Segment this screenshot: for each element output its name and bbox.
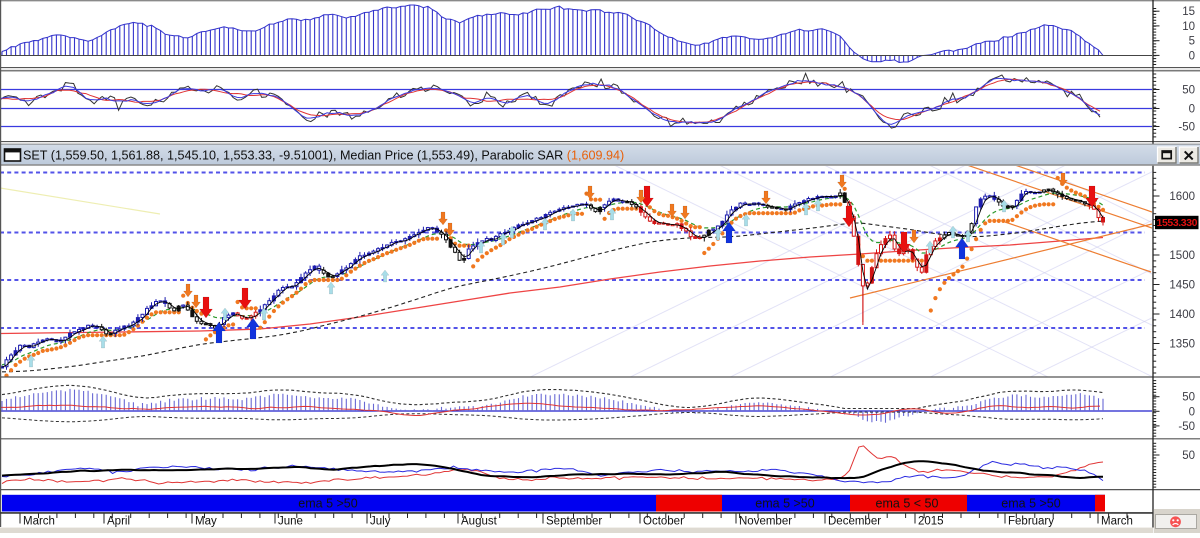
svg-text:ema 5 >50: ema 5 >50 <box>755 497 814 511</box>
svg-text:May: May <box>195 516 217 528</box>
svg-text:February: February <box>1008 516 1054 528</box>
svg-text:1553.330: 1553.330 <box>1157 217 1198 229</box>
svg-text:June: June <box>278 516 303 528</box>
svg-text:0: 0 <box>1189 50 1195 62</box>
svg-text:SET (1,559.50, 1,561.88, 1,545: SET (1,559.50, 1,561.88, 1,545.10, 1,553… <box>23 149 624 163</box>
svg-text:1450: 1450 <box>1169 280 1195 292</box>
svg-text:5: 5 <box>1189 36 1195 48</box>
svg-text:1400: 1400 <box>1169 309 1195 321</box>
svg-text:September: September <box>546 516 602 528</box>
svg-text:1500: 1500 <box>1169 250 1195 262</box>
svg-text:March: March <box>1101 516 1133 528</box>
svg-text:April: April <box>107 516 130 528</box>
svg-text:15: 15 <box>1182 6 1195 18</box>
svg-text:1350: 1350 <box>1169 339 1195 351</box>
svg-text:ema 5 >50: ema 5 >50 <box>298 497 357 511</box>
svg-text:August: August <box>461 516 498 528</box>
svg-text:-50: -50 <box>1178 122 1195 134</box>
svg-text:1600: 1600 <box>1169 191 1195 203</box>
svg-text:0: 0 <box>1189 406 1195 418</box>
svg-text:-50: -50 <box>1178 421 1195 433</box>
svg-text:50: 50 <box>1182 450 1195 462</box>
svg-text:March: March <box>23 516 55 528</box>
svg-text:50: 50 <box>1182 85 1195 97</box>
svg-text:October: October <box>643 516 684 528</box>
svg-text:ema 5 >50: ema 5 >50 <box>1001 497 1060 511</box>
svg-text:ema 5 < 50: ema 5 < 50 <box>876 497 939 511</box>
svg-text:10: 10 <box>1182 21 1195 33</box>
svg-text:December: December <box>828 516 881 528</box>
svg-text:0: 0 <box>1189 104 1195 116</box>
svg-text:July: July <box>370 516 391 528</box>
svg-text:2015: 2015 <box>918 516 944 528</box>
svg-text:50: 50 <box>1182 392 1195 404</box>
svg-text:November: November <box>739 516 792 528</box>
